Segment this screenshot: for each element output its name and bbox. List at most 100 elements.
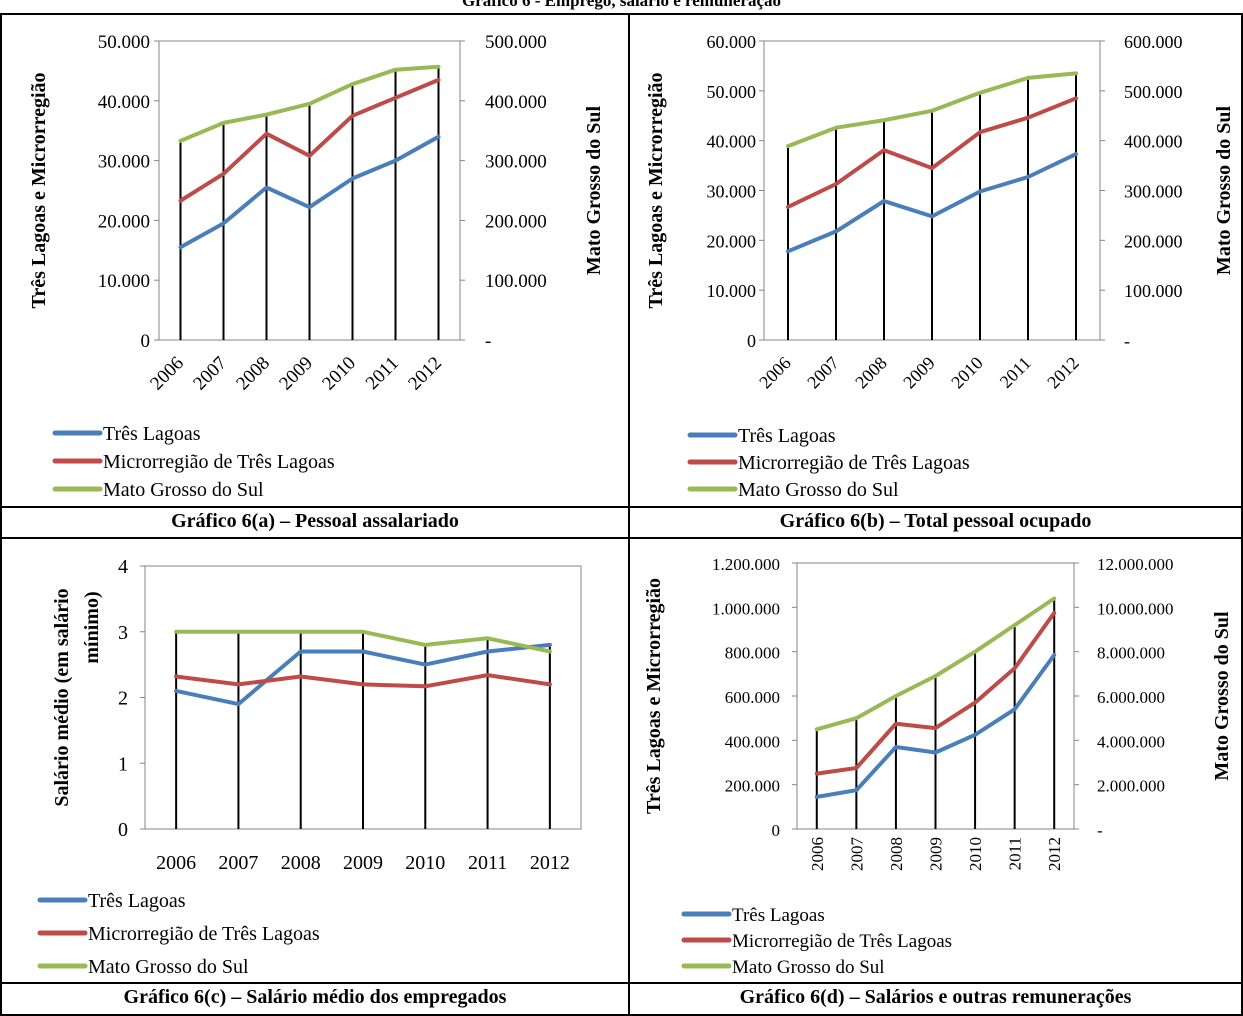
x-tick-label: 2007 [847,837,866,872]
figure-grid: Gráfico 6(a) – Pessoal assalariado Gráfi… [0,13,1243,1016]
y-tick-label: 600.000 [725,688,780,707]
x-tick-label: 2008 [851,353,891,393]
x-tick-label: 2012 [404,353,446,395]
x-tick-label: 2010 [405,852,445,874]
legend-label: Três Lagoas [103,423,201,445]
y2-tick-label: - [485,331,491,352]
y-tick-label: 0 [747,331,756,351]
y2-tick-label: - [1097,821,1103,840]
y-axis-title: Salário médio (em salário [51,588,73,806]
x-tick-label: 2008 [232,353,274,395]
y-tick-label: 20.000 [707,231,757,251]
x-tick-label: 2010 [318,353,360,395]
x-tick-label: 2007 [803,353,843,393]
y-tick-label: 2 [118,688,128,710]
legend-label: Microrregião de Três Lagoas [88,923,320,945]
y-tick-label: 10.000 [98,271,150,292]
legend-label: Microrregião de Três Lagoas [732,931,952,952]
y-tick-label: 30.000 [707,182,757,202]
border-bottom [0,1014,1243,1016]
y2-tick-label: 100.000 [485,271,547,292]
x-tick-label: 2006 [156,852,196,874]
y2-tick-label: 500.000 [1124,82,1183,102]
y2-tick-label: 600.000 [1124,32,1183,52]
y2-tick-label: 400.000 [1124,132,1183,152]
y-tick-label: 1.000.000 [712,599,780,618]
x-tick-label: 2009 [275,353,317,395]
y2-axis-title: Mato Grosso do Sul [1211,611,1233,781]
x-tick-label: 2007 [189,353,231,395]
legend-label: Mato Grosso do Sul [738,479,899,501]
y-tick-label: 400.000 [725,732,780,751]
caption-d: Gráfico 6(d) – Salários e outras remuner… [739,986,1132,1008]
y-axis-title: Três Lagoas e Microrregião [28,72,50,308]
y-tick-label: 10.000 [707,281,757,301]
x-tick-label: 2008 [887,837,906,871]
caption-b: Gráfico 6(b) – Total pessoal ocupado [779,510,1092,532]
y-tick-label: 0 [118,819,128,841]
y-tick-label: 60.000 [707,32,757,52]
y-tick-label: 0 [772,821,781,840]
x-tick-label: 2012 [530,852,570,874]
border-caption-c-top [0,982,1243,984]
border-caption-a-top [0,506,1243,508]
y-tick-label: 200.000 [725,777,780,796]
x-tick-label: 2006 [755,353,795,393]
chart-a: 0 10.000 20.000 30.000 40.000 50.000 - 100.000 2… [28,32,605,501]
y-tick-label: 30.000 [98,152,150,173]
x-tick-label: 2010 [947,353,987,393]
x-tick-label: 2011 [468,852,507,874]
chart-c: 0 1 2 3 4 2006 2007 2008 2009 2010 2011 2012 Salário… [37,556,582,978]
y-tick-label: 1 [118,753,128,775]
chart-b: 0 10.000 20.000 30.000 40.000 50.000 60.000 - 10… [645,32,1235,501]
x-tick-label: 2011 [1006,837,1025,870]
legend-label: Mato Grosso do Sul [103,479,264,501]
y2-tick-label: 300.000 [1124,182,1183,202]
x-tick-label: 2006 [146,353,188,395]
y2-tick-label: 8.000.000 [1097,644,1165,663]
x-tick-label: 2009 [899,353,939,393]
y2-tick-label: 10.000.000 [1097,599,1174,618]
x-tick-label: 2009 [343,852,383,874]
y2-axis-title: Mato Grosso do Sul [583,106,605,276]
y-tick-label: 50.000 [707,82,757,102]
y2-tick-label: 2.000.000 [1097,777,1165,796]
y-axis-title: Três Lagoas e Microrregião [643,578,665,814]
legend-label: Microrregião de Três Lagoas [103,451,335,473]
x-tick-label: 2011 [996,353,1035,392]
border-right [1241,13,1243,1016]
y-tick-label: 800.000 [725,644,780,663]
border-top [0,13,1243,15]
legend-label: Microrregião de Três Lagoas [738,452,970,474]
y2-tick-label: 500.000 [485,32,547,53]
y-tick-label: 40.000 [707,132,757,152]
legend-label: Mato Grosso do Sul [732,957,885,978]
legend-label: Três Lagoas [88,890,186,912]
y2-tick-label: 6.000.000 [1097,688,1165,707]
x-tick-label: 2006 [808,837,827,871]
x-tick-label: 2009 [927,837,946,871]
x-tick-label: 2008 [281,852,321,874]
legend-label: Mato Grosso do Sul [88,956,249,978]
y2-tick-label: 4.000.000 [1097,732,1165,751]
border-row-middle [0,537,1243,539]
caption-c: Gráfico 6(c) – Salário médio dos emprega… [123,986,507,1008]
y2-axis-title: Mato Grosso do Sul [1213,106,1235,276]
x-tick-label: 2012 [1045,837,1064,871]
border-left [0,13,2,1016]
x-tick-label: 2010 [966,837,985,871]
y-axis-title: Três Lagoas e Microrregião [645,72,667,308]
y-tick-label: 1.200.000 [712,555,780,574]
legend-label: Três Lagoas [732,905,825,926]
y-tick-label: 3 [118,622,128,644]
y2-tick-label: - [1124,331,1130,351]
x-tick-label: 2012 [1043,353,1083,393]
y-axis-title-line2: mínimo) [81,591,103,663]
y-tick-label: 20.000 [98,211,150,232]
border-middle-vertical [628,13,630,1016]
y2-tick-label: 100.000 [1124,281,1183,301]
y2-tick-label: 200.000 [485,211,547,232]
y2-tick-label: 300.000 [485,152,547,173]
y-tick-label: 4 [118,556,128,578]
